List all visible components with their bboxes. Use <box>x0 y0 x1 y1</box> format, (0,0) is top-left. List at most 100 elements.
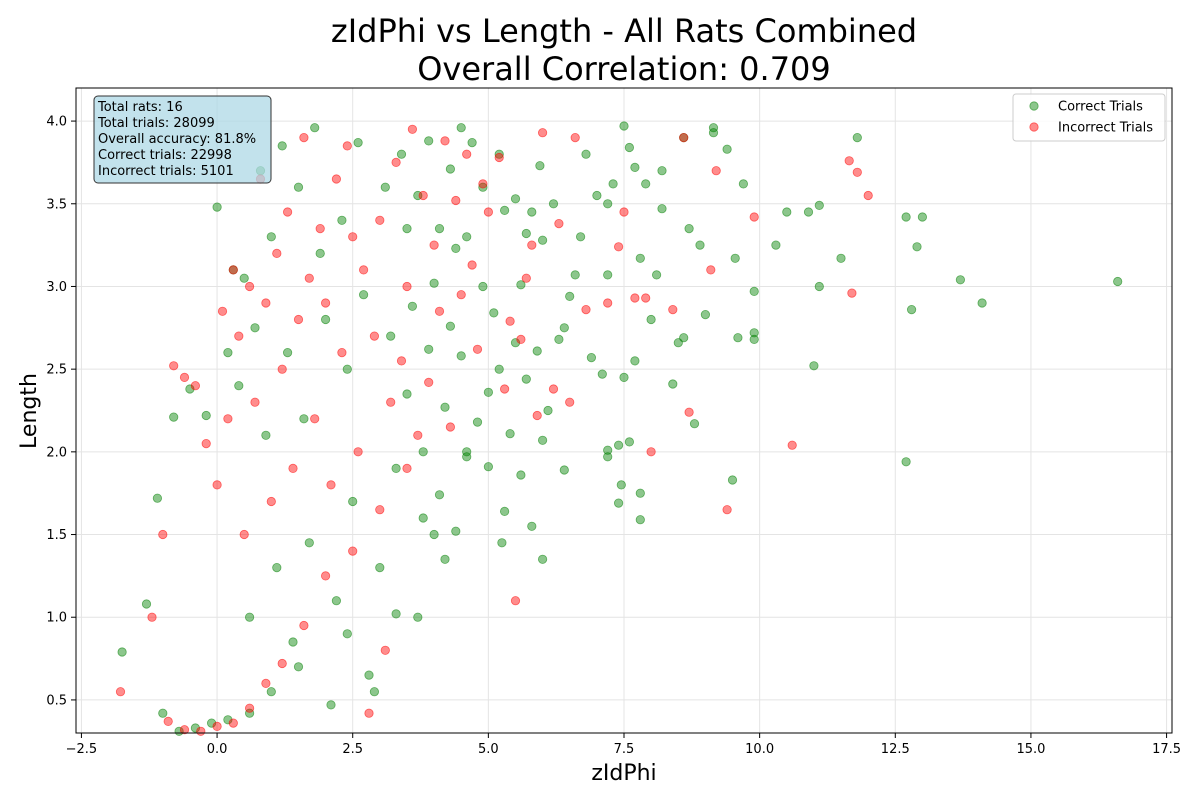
y-tick-label: 0.5 <box>46 693 67 708</box>
scatter-point <box>266 687 276 697</box>
scatter-point <box>738 179 749 189</box>
scatter-point <box>603 445 613 455</box>
scatter-point <box>375 562 385 573</box>
points-layer <box>115 121 1123 736</box>
scatter-point <box>348 232 358 242</box>
scatter-point <box>478 182 488 192</box>
scatter-point <box>337 215 347 225</box>
scatter-point <box>499 384 510 394</box>
scatter-point <box>342 629 352 639</box>
scatter-point <box>554 334 564 344</box>
scatter-point <box>592 190 602 201</box>
scatter-point <box>413 612 423 622</box>
scatter-point <box>616 480 626 490</box>
scatter-point <box>657 166 667 176</box>
scatter-point <box>358 265 369 275</box>
stats-line: Total rats: 16 <box>97 100 183 115</box>
x-tick-label: 0.0 <box>207 742 228 757</box>
scatter-point <box>299 414 309 424</box>
scatter-point <box>451 243 461 253</box>
scatter-point <box>320 571 331 581</box>
y-tick-label: 2.0 <box>46 445 67 460</box>
scatter-point <box>684 407 694 417</box>
scatter-point <box>603 270 613 280</box>
scatter-point <box>152 493 162 503</box>
scatter-point <box>375 215 385 225</box>
scatter-point <box>844 156 854 166</box>
scatter-point <box>158 708 168 718</box>
scatter-point <box>451 195 461 206</box>
scatter-point <box>239 529 249 540</box>
scatter-point <box>147 612 157 622</box>
scatter-point <box>402 281 412 292</box>
scatter-point <box>266 496 276 507</box>
scatter-point <box>337 347 347 358</box>
scatter-point <box>527 207 537 217</box>
scatter-point <box>315 248 325 258</box>
x-axis-label: zIdPhi <box>591 761 656 786</box>
grid-layer <box>76 88 1172 733</box>
scatter-point <box>782 207 792 217</box>
scatter-point <box>722 505 732 515</box>
scatter-point <box>277 364 287 374</box>
y-tick-label: 1.0 <box>46 611 67 626</box>
scatter-point <box>657 204 667 214</box>
scatter-point <box>749 286 759 296</box>
legend-marker <box>1029 122 1039 132</box>
scatter-point <box>548 199 559 209</box>
scatter-point <box>505 316 515 326</box>
scatter-point <box>586 352 597 363</box>
scatter-point <box>727 475 738 485</box>
scatter-point <box>619 121 629 131</box>
y-tick-label: 1.5 <box>46 528 67 543</box>
scatter-point <box>169 412 179 422</box>
scatter-point <box>440 554 450 564</box>
stats-line: Total trials: 28099 <box>97 116 215 131</box>
scatter-point <box>223 715 233 725</box>
scatter-point <box>494 152 504 163</box>
scatter-point <box>537 128 548 138</box>
scatter-point <box>516 280 526 290</box>
scatter-point <box>771 240 781 250</box>
y-tick-label: 2.5 <box>46 363 67 378</box>
scatter-point <box>331 596 341 606</box>
scatter-point <box>505 429 515 439</box>
scatter-point <box>326 700 336 710</box>
scatter-point <box>456 351 466 361</box>
scatter-point <box>245 703 255 713</box>
scatter-point <box>836 253 846 263</box>
scatter-point <box>917 212 928 222</box>
legend-marker <box>1029 101 1039 111</box>
scatter-point <box>570 270 580 280</box>
scatter-point <box>456 123 466 133</box>
scatter-point <box>445 321 455 331</box>
scatter-point <box>407 124 417 134</box>
scatter-point <box>472 344 483 354</box>
scatter-point <box>207 718 217 728</box>
scatter-point <box>472 417 483 427</box>
scatter-point <box>570 133 580 143</box>
scatter-point <box>901 457 911 467</box>
scatter-point <box>809 361 819 371</box>
scatter-point <box>158 529 168 540</box>
scatter-point <box>212 480 222 490</box>
scatter-point <box>245 708 255 718</box>
scatter-point <box>603 452 613 462</box>
scatter-point <box>282 207 293 217</box>
scatter-point <box>310 123 320 133</box>
scatter-point <box>668 304 678 315</box>
scatter-point <box>293 182 304 192</box>
scatter-point <box>527 240 537 250</box>
scatter-point <box>516 334 526 344</box>
scatter-point <box>396 149 407 159</box>
scatter-point <box>510 338 521 348</box>
scatter-point <box>402 389 412 399</box>
scatter-point <box>342 141 352 151</box>
scatter-point <box>228 718 238 728</box>
scatter-point <box>310 414 320 424</box>
scatter-point <box>630 293 640 303</box>
scatter-point <box>912 242 922 252</box>
scatter-point <box>483 387 493 397</box>
scatter-point <box>250 323 260 333</box>
